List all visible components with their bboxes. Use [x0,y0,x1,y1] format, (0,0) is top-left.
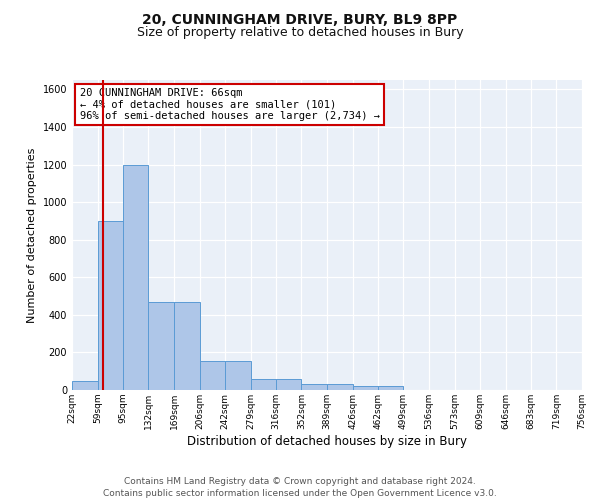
Bar [301,384,327,390]
Bar [327,384,353,390]
Bar [378,386,403,390]
Bar [98,221,123,390]
Y-axis label: Number of detached properties: Number of detached properties [27,148,37,322]
Text: 20 CUNNINGHAM DRIVE: 66sqm
← 4% of detached houses are smaller (101)
96% of semi: 20 CUNNINGHAM DRIVE: 66sqm ← 4% of detac… [80,88,380,121]
Text: Size of property relative to detached houses in Bury: Size of property relative to detached ho… [137,26,463,39]
Bar [200,361,225,390]
Bar [225,361,251,390]
Bar [353,386,378,390]
Bar [123,164,148,390]
Bar [148,302,174,390]
Bar [72,380,98,390]
Text: Contains HM Land Registry data © Crown copyright and database right 2024.
Contai: Contains HM Land Registry data © Crown c… [103,476,497,498]
Bar [174,302,200,390]
X-axis label: Distribution of detached houses by size in Bury: Distribution of detached houses by size … [187,434,467,448]
Bar [251,378,276,390]
Bar [276,378,301,390]
Text: 20, CUNNINGHAM DRIVE, BURY, BL9 8PP: 20, CUNNINGHAM DRIVE, BURY, BL9 8PP [142,12,458,26]
